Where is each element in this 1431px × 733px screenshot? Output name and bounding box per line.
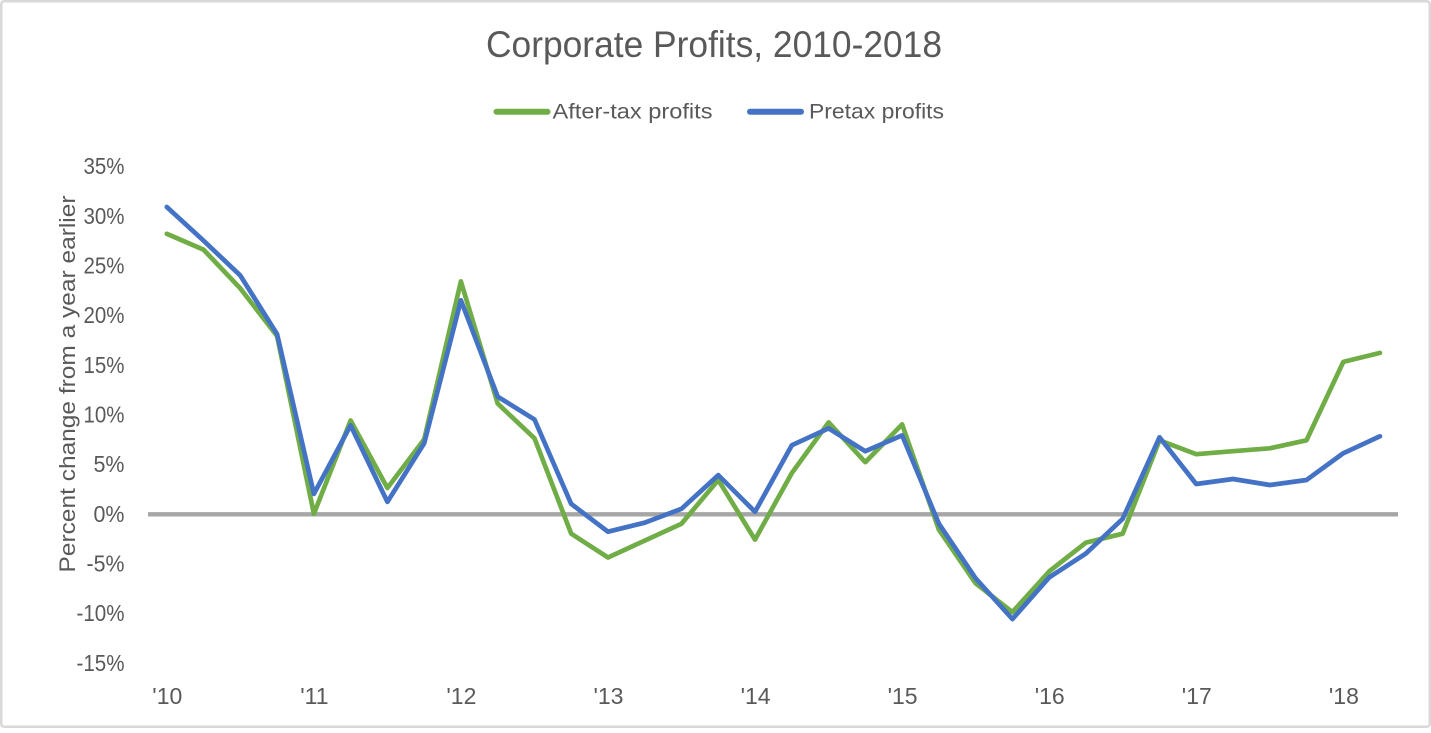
svg-text:'17: '17 (1182, 683, 1212, 709)
svg-text:'15: '15 (888, 683, 918, 709)
svg-text:'11: '11 (300, 683, 328, 709)
svg-text:'16: '16 (1035, 683, 1065, 709)
svg-text:20%: 20% (84, 302, 125, 328)
svg-text:Percent change from a year ear: Percent change from a year earlier (55, 195, 80, 573)
svg-text:Corporate Profits, 2010-2018: Corporate Profits, 2010-2018 (486, 24, 942, 65)
svg-text:'10: '10 (152, 683, 182, 709)
svg-text:-15%: -15% (77, 650, 125, 676)
svg-text:'18: '18 (1329, 683, 1359, 709)
svg-text:30%: 30% (84, 203, 125, 229)
svg-text:35%: 35% (84, 153, 125, 179)
svg-text:'12: '12 (446, 683, 476, 709)
svg-text:'13: '13 (594, 683, 624, 709)
svg-text:10%: 10% (84, 402, 125, 428)
svg-text:-10%: -10% (77, 600, 125, 626)
svg-text:0%: 0% (94, 501, 125, 527)
svg-text:'14: '14 (741, 683, 771, 709)
svg-text:-5%: -5% (87, 550, 125, 576)
svg-text:After-tax profits: After-tax profits (553, 99, 713, 123)
svg-text:25%: 25% (84, 253, 125, 279)
svg-text:5%: 5% (94, 451, 125, 477)
svg-text:15%: 15% (84, 352, 125, 378)
svg-text:Pretax profits: Pretax profits (809, 99, 944, 123)
